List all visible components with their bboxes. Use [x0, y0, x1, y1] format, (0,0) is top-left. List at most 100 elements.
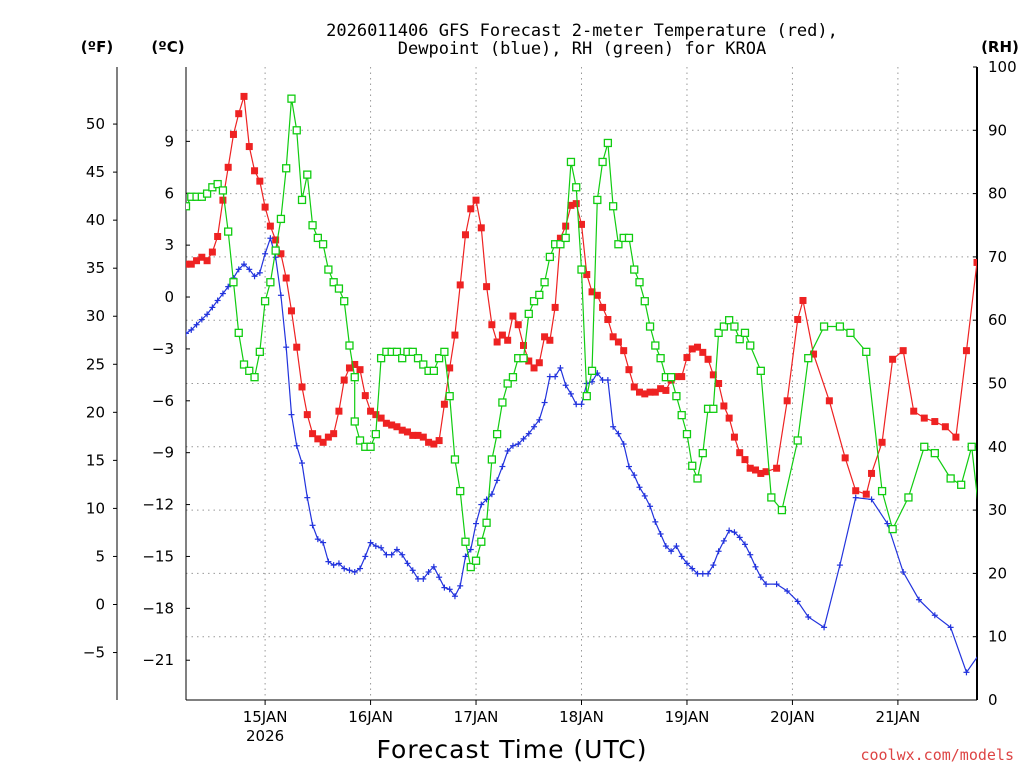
dewpoint-point — [852, 494, 859, 501]
rh-point — [266, 278, 275, 287]
rh-tick-label: 90 — [988, 121, 1007, 139]
x-tick-sublabel: 2026 — [246, 727, 284, 745]
temperature-point — [419, 433, 427, 441]
temperature-point — [472, 196, 480, 204]
rh-point — [213, 179, 222, 189]
dewpoint-point — [625, 463, 632, 470]
temperature-point — [709, 371, 717, 379]
temperature-point — [889, 355, 897, 363]
dewpoint-point — [515, 441, 522, 448]
dewpoint-point — [615, 430, 622, 437]
rh-point — [635, 278, 644, 287]
rh-point — [297, 195, 307, 205]
temperature-point — [514, 321, 522, 329]
temperature-point — [773, 464, 781, 472]
dewpoint-point — [357, 565, 364, 572]
dewpoint-point — [367, 539, 374, 546]
temperature-point — [551, 303, 559, 311]
rh-point — [450, 455, 460, 464]
temperature-point — [920, 414, 928, 422]
dewpoint-point — [186, 330, 189, 337]
rh-point — [698, 448, 707, 458]
rh-point — [366, 442, 375, 451]
temperature-point — [657, 385, 665, 393]
temperature-point — [519, 341, 527, 349]
dewpoint-point — [262, 250, 269, 257]
temperature-point — [952, 433, 960, 441]
rh-tick-label: 0 — [988, 691, 998, 709]
temperature-point — [630, 383, 638, 391]
temperature-point — [783, 397, 791, 405]
temperature-point — [931, 418, 939, 426]
rh-point — [471, 556, 481, 565]
dewpoint-point — [573, 401, 580, 408]
rh-point — [239, 360, 249, 369]
dewpoint-point — [393, 546, 400, 553]
temperature-point — [219, 196, 227, 204]
rh-point — [498, 398, 507, 407]
celsius-unit-label: (ºC) — [151, 38, 184, 56]
rh-point — [709, 404, 718, 413]
temperature-point — [345, 364, 353, 372]
temperature-point — [314, 435, 322, 443]
dewpoint-point — [283, 344, 290, 351]
temperature-point — [862, 490, 870, 498]
fahrenheit-tick-label: 50 — [86, 115, 105, 133]
temperature-point — [604, 316, 612, 324]
credit-text: coolwx.com/models — [860, 746, 1014, 764]
temperature-point — [187, 260, 195, 268]
dewpoint-point — [794, 598, 801, 605]
temperature-point — [725, 414, 733, 422]
fahrenheit-tick-label: 45 — [86, 163, 105, 181]
temperature-point — [435, 437, 443, 445]
fahrenheit-tick-label: 5 — [95, 547, 105, 565]
dewpoint-point — [915, 596, 922, 603]
fahrenheit-tick-label: 20 — [86, 403, 105, 421]
dewpoint-point — [747, 551, 754, 558]
dewpoint-point — [299, 460, 306, 467]
temperature-point — [208, 248, 216, 256]
temperature-point — [525, 357, 533, 365]
temperature-point — [282, 274, 290, 282]
temperature-point — [372, 411, 380, 419]
dewpoint-point — [209, 304, 216, 311]
rh-point — [503, 379, 512, 388]
rh-point — [719, 322, 729, 331]
rh-point — [582, 392, 591, 401]
temperature-point — [810, 350, 818, 358]
rh-point — [819, 322, 829, 331]
temperature-point — [493, 338, 501, 346]
temperature-point — [541, 333, 549, 341]
fahrenheit-tick-label: 25 — [86, 355, 105, 373]
temperature-point — [599, 303, 607, 311]
dewpoint-point — [541, 399, 548, 406]
rh-tick-label: 100 — [988, 58, 1017, 76]
dewpoint-point — [451, 593, 458, 600]
rh-point — [730, 322, 739, 331]
dewpoint-point — [267, 235, 274, 242]
rh-point — [630, 265, 639, 274]
temperature-point — [467, 205, 475, 213]
rh-point — [888, 524, 897, 534]
temperature-point — [361, 392, 369, 400]
temperature-point — [198, 253, 206, 261]
rh-point — [535, 290, 544, 300]
dewpoint-point — [599, 377, 606, 384]
rh-point — [519, 354, 528, 363]
dewpoint-point — [425, 569, 432, 576]
dewpoint-point — [979, 647, 985, 653]
rh-point — [946, 474, 955, 483]
x-tick-label: 16JAN — [348, 708, 393, 726]
temperature-point — [841, 454, 849, 462]
dewpoint-point — [546, 373, 553, 380]
dewpoint-point — [314, 536, 321, 543]
temperature-point — [430, 440, 438, 448]
dewpoint-point — [631, 472, 638, 479]
temperature-point — [272, 236, 280, 244]
x-tick-label: 17JAN — [454, 708, 499, 726]
temperature-point — [203, 257, 211, 265]
temperature-point — [825, 397, 833, 405]
temperature-point — [715, 380, 723, 387]
rh-tick-label: 40 — [988, 438, 1007, 456]
dewpoint-point — [219, 290, 226, 297]
